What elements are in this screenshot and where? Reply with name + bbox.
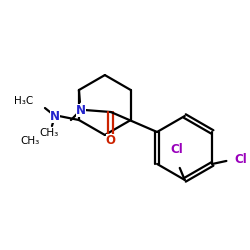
Text: N: N (50, 110, 60, 122)
Text: Cl: Cl (170, 143, 183, 156)
Text: CH₃: CH₃ (40, 128, 59, 138)
Text: CH₃: CH₃ (21, 136, 40, 146)
Text: Cl: Cl (234, 154, 247, 166)
Text: H₃C: H₃C (14, 96, 33, 106)
Text: O: O (106, 134, 116, 147)
Text: N: N (76, 104, 86, 117)
